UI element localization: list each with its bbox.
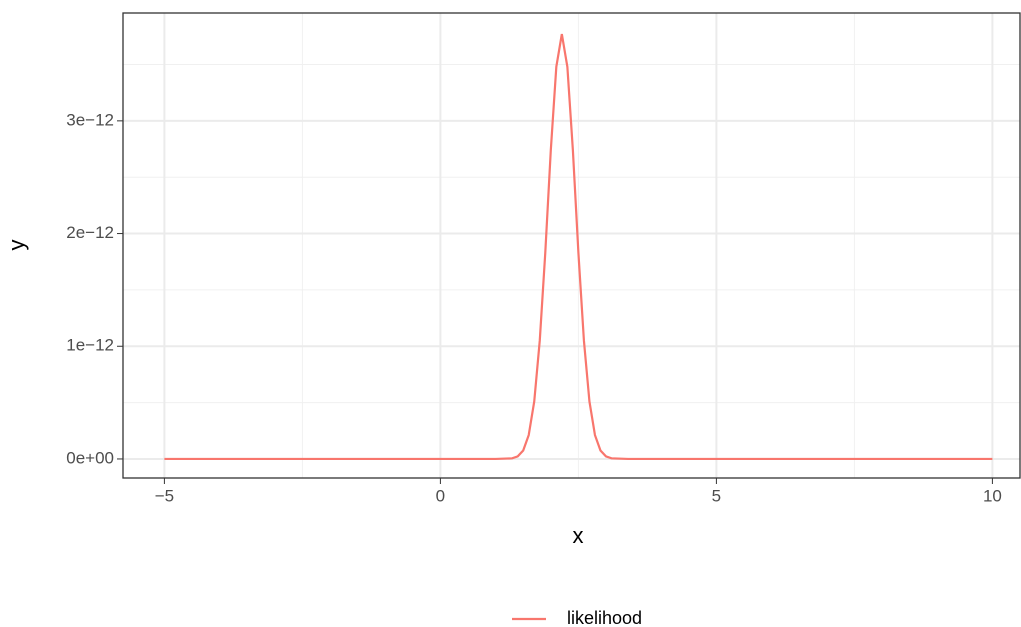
panel-border — [122, 12, 1021, 479]
y-axis-title: y — [4, 240, 29, 251]
y-tick-label: 3e−12 — [66, 110, 114, 129]
x-axis-title: x — [573, 523, 584, 548]
x-tick-label: 0 — [436, 486, 445, 505]
line — [164, 33, 993, 461]
y-tick-label: 0e+00 — [66, 448, 114, 467]
y-tick-label: 1e−12 — [66, 336, 114, 355]
x-tick-label: −5 — [155, 486, 174, 505]
y-tick-label: 2e−12 — [66, 223, 114, 242]
x-tick-label: 5 — [712, 486, 721, 505]
legend-label: likelihood — [567, 608, 642, 627]
x-tick-label: 10 — [983, 486, 1002, 505]
